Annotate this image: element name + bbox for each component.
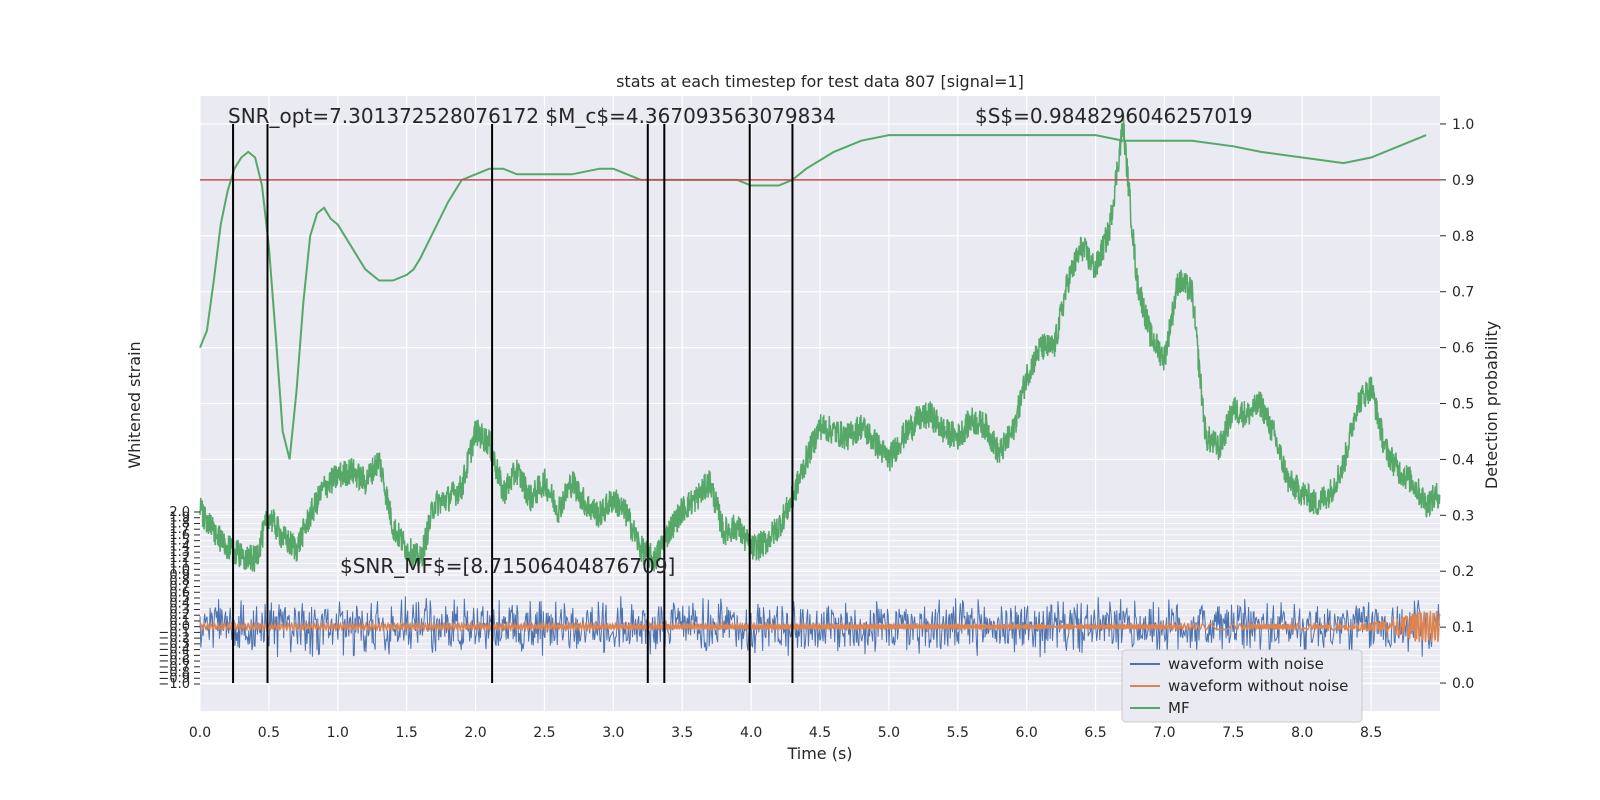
left-tick-label: 0.6 — [169, 585, 190, 600]
x-tick-label: 8.5 — [1360, 725, 1382, 741]
left-tick-label: −1.0 — [158, 677, 190, 692]
left-tick-label: −0.1 — [158, 625, 190, 640]
x-tick-label: 3.0 — [602, 725, 624, 741]
legend-box — [1121, 649, 1363, 723]
x-tick-label: 0.5 — [258, 725, 280, 741]
left-tick-label: 0.7 — [169, 580, 190, 595]
left-tick-label: 1.9 — [169, 511, 190, 526]
x-tick-label: 4.0 — [740, 725, 762, 741]
chart-title: stats at each timestep for test data 807… — [616, 72, 1024, 91]
vertical-lines — [232, 123, 794, 684]
y-axis-label-left: Whitened strain — [125, 341, 144, 468]
left-tick-labels: 2.01.91.81.71.61.51.41.31.21.11.00.90.80… — [158, 505, 200, 692]
left-tick-label: −0.4 — [158, 643, 190, 658]
legend-label-noise: waveform with noise — [1168, 655, 1324, 673]
left-tick-label: 1.6 — [169, 528, 190, 543]
x-tick-label: 1.0 — [327, 725, 349, 741]
series-line-clean — [199, 611, 1441, 643]
x-tick-label: 5.0 — [878, 725, 900, 741]
left-tick-label: 0.5 — [169, 591, 190, 606]
left-tick-label: 1.1 — [169, 557, 190, 572]
left-tick-label: 1.7 — [169, 522, 190, 537]
left-tick-label: 1.3 — [169, 545, 190, 560]
right-tick-label: 0.8 — [1452, 229, 1474, 245]
series-layer — [199, 115, 1441, 658]
right-tick-label: 0.6 — [1452, 341, 1474, 357]
right-tick-label: 0.5 — [1452, 397, 1474, 413]
x-tick-label: 8.0 — [1291, 725, 1313, 741]
x-tick-label: 7.0 — [1153, 725, 1175, 741]
right-tick-label: 0.2 — [1452, 564, 1474, 580]
right-tick-label: 0.7 — [1452, 285, 1474, 301]
left-tick-label: 0.8 — [169, 574, 190, 589]
x-tick-label: 7.5 — [1222, 725, 1244, 741]
right-tick-label: 0.4 — [1452, 452, 1474, 468]
x-tick-label: 2.5 — [533, 725, 555, 741]
left-tick-label: −0.8 — [158, 666, 190, 681]
x-tick-label: 2.0 — [464, 725, 486, 741]
left-tick-label: −0.7 — [158, 660, 190, 675]
left-tick-label: 1.4 — [169, 539, 190, 554]
legend-label-mf: MF — [1168, 699, 1190, 717]
x-tick-label: 1.5 — [396, 725, 418, 741]
left-tick-label: −0.5 — [158, 648, 190, 663]
left-tick-label: 0.9 — [169, 568, 190, 583]
annotation-snr-opt: SNR_opt=7.301372528076172 $M_c$=4.367093… — [228, 104, 836, 128]
x-tick-label: 4.5 — [809, 725, 831, 741]
left-tick-label: −0.6 — [158, 654, 190, 669]
right-tick-label: 0.3 — [1452, 508, 1474, 524]
right-tick-label: 0.1 — [1452, 620, 1474, 636]
left-tick-label: 1.2 — [169, 551, 190, 566]
legend-label-clean: waveform without noise — [1168, 677, 1348, 695]
annotation-s-value: $S$=0.9848296046257019 — [975, 104, 1253, 128]
left-tick-label: 2.0 — [169, 505, 190, 520]
left-tick-label: −0.2 — [158, 631, 190, 646]
x-tick-labels: 0.0 0.5 1.0 1.5 2.0 2.5 3.0 3.5 4.0 4.5 5.0 5.5 6.0 6… — [189, 725, 1382, 741]
right-tick-labels: 0.0 0.1 0.2 0.3 0.4 0.5 0.6 0.7 0.8 0.9 1.0 — [1440, 117, 1474, 692]
right-tick-label: 0.9 — [1452, 173, 1474, 189]
y-axis-label-right: Detection probability — [1482, 321, 1501, 489]
left-tick-label: 0.0 — [169, 620, 190, 635]
x-tick-label: 3.5 — [671, 725, 693, 741]
right-tick-label: 1.0 — [1452, 117, 1474, 133]
left-tick-label: 1.8 — [169, 516, 190, 531]
series-line-detection-probability — [199, 134, 1427, 460]
left-tick-label: 0.4 — [169, 597, 190, 612]
x-axis-label: Time (s) — [786, 744, 852, 763]
left-tick-label: 0.3 — [169, 602, 190, 617]
legend: waveform with noise waveform without noi… — [1121, 649, 1363, 723]
annotation-snr-mf: $SNR_MF$=[8.71506404876709] — [340, 554, 675, 578]
series-line-mf — [199, 115, 1441, 572]
left-tick-label: −0.9 — [158, 671, 190, 686]
x-tick-label: 6.0 — [1016, 725, 1038, 741]
right-tick-label: 0.0 — [1452, 676, 1474, 692]
left-tick-label: 1.5 — [169, 534, 190, 549]
left-tick-label: 1.0 — [169, 562, 190, 577]
x-tick-label: 5.5 — [947, 725, 969, 741]
x-tick-label: 6.5 — [1084, 725, 1106, 741]
left-tick-label: −0.3 — [158, 637, 190, 652]
left-tick-label: 0.1 — [169, 614, 190, 629]
left-tick-label: 0.2 — [169, 608, 190, 623]
x-tick-label: 0.0 — [189, 725, 211, 741]
